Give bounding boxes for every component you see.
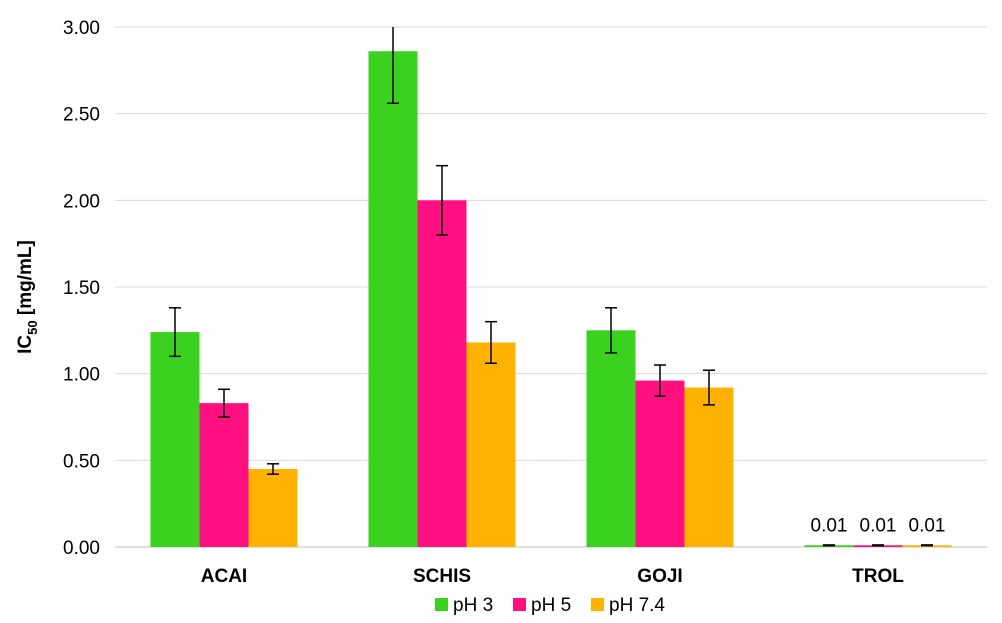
bar-acai-ph74: [248, 469, 298, 547]
data-label: 0.01: [860, 515, 897, 536]
y-tick-label: 0.00: [63, 538, 100, 559]
y-tick-label: 3.00: [63, 18, 100, 39]
x-category-label: GOJI: [637, 566, 682, 587]
bar-schis-ph3: [368, 51, 418, 548]
legend-label: pH 5: [531, 595, 571, 616]
bar-acai-ph5: [199, 403, 249, 547]
y-tick-label: 1.50: [63, 278, 100, 299]
x-category-label: ACAI: [201, 566, 247, 587]
legend-swatch: [513, 598, 526, 611]
y-tick-label: 1.00: [63, 365, 100, 386]
x-category-label: SCHIS: [413, 566, 471, 587]
bar-schis-ph74: [466, 342, 516, 547]
y-axis-title: IC50 [mg/mL]: [15, 240, 40, 354]
bar-schis-ph5: [417, 200, 467, 548]
y-tick-label: 2.00: [63, 191, 100, 212]
bar-acai-ph3: [150, 332, 200, 547]
legend-swatch: [435, 598, 448, 611]
y-tick-label: 2.50: [63, 105, 100, 126]
legend-label: pH 3: [453, 595, 493, 616]
bar-goji-ph74: [684, 387, 734, 547]
bar-goji-ph3: [586, 330, 636, 547]
data-label: 0.01: [909, 515, 946, 536]
legend-label: pH 7.4: [609, 595, 665, 616]
legend-swatch: [591, 598, 604, 611]
data-label: 0.01: [811, 515, 848, 536]
y-axis-title-subscript: 50: [25, 320, 40, 334]
y-tick-label: 0.50: [63, 451, 100, 472]
y-axis-title-main: IC: [15, 335, 36, 354]
x-category-label: TROL: [852, 566, 904, 587]
bar-goji-ph5: [635, 380, 685, 547]
y-axis-title-unit: [mg/mL]: [15, 240, 36, 320]
